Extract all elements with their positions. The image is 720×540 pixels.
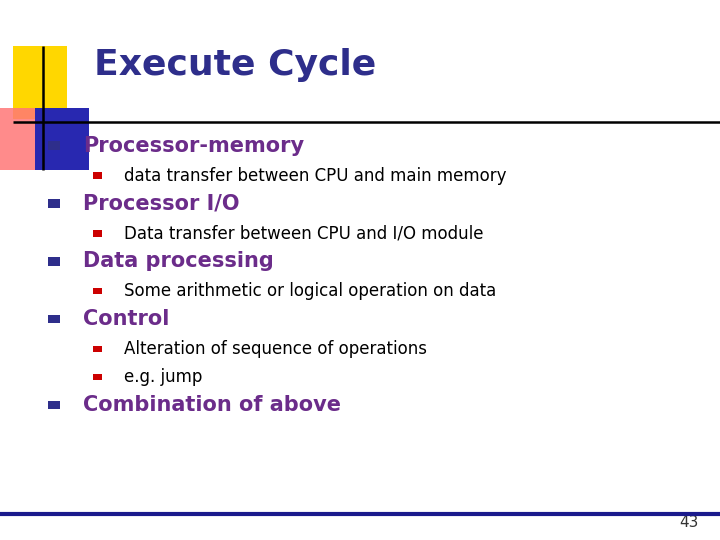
Bar (48, 257, 60, 266)
Bar (13, 46, 67, 119)
Bar (93, 172, 102, 179)
Text: Alteration of sequence of operations: Alteration of sequence of operations (124, 340, 427, 358)
Text: Data processing: Data processing (83, 251, 274, 272)
Bar (93, 288, 102, 294)
Bar (35, 108, 89, 170)
Text: Execute Cycle: Execute Cycle (94, 48, 376, 82)
Text: Processor-memory: Processor-memory (83, 136, 304, 156)
Text: Data transfer between CPU and I/O module: Data transfer between CPU and I/O module (124, 224, 483, 242)
Bar (0, 108, 40, 170)
Text: Processor I/O: Processor I/O (83, 193, 239, 214)
Bar (93, 230, 102, 237)
Text: 43: 43 (679, 515, 698, 530)
Text: Some arithmetic or logical operation on data: Some arithmetic or logical operation on … (124, 282, 496, 300)
Bar (48, 199, 60, 208)
Bar (93, 374, 102, 380)
Bar (93, 346, 102, 352)
Bar (48, 401, 60, 409)
Text: Combination of above: Combination of above (83, 395, 341, 415)
Text: e.g. jump: e.g. jump (124, 368, 202, 386)
Bar (48, 141, 60, 150)
Text: data transfer between CPU and main memory: data transfer between CPU and main memor… (124, 166, 506, 185)
Bar (48, 315, 60, 323)
Text: Control: Control (83, 309, 169, 329)
